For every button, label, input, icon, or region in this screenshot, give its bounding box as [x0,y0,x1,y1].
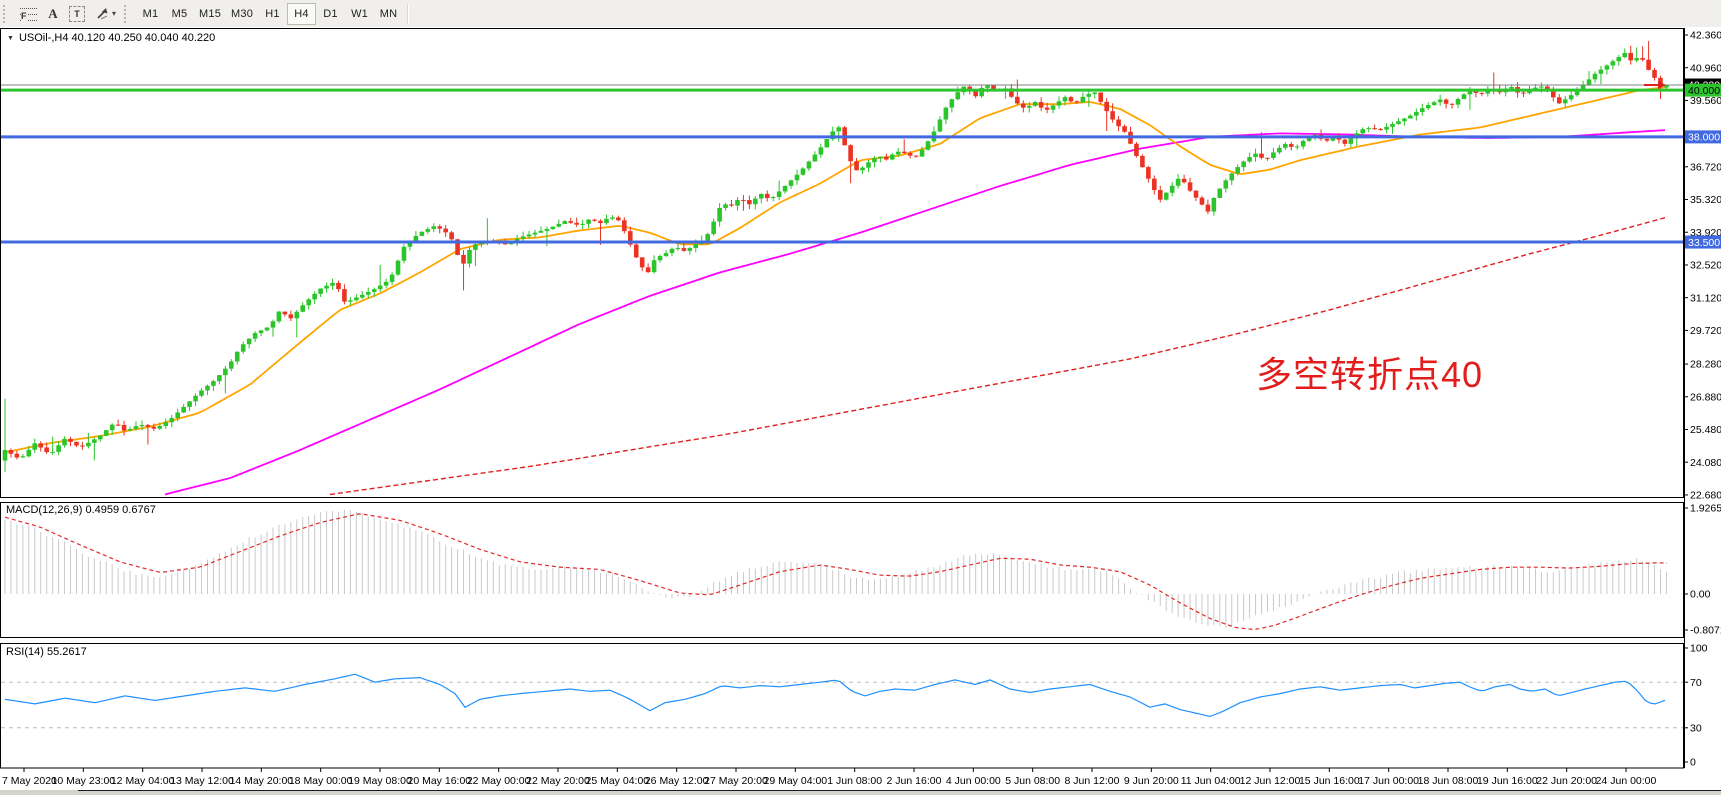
svg-text:0.00: 0.00 [1690,589,1711,601]
svg-text:38.000: 38.000 [1688,132,1720,144]
svg-text:2 Jun 16:00: 2 Jun 16:00 [887,775,942,787]
svg-text:0: 0 [1690,757,1696,769]
svg-text:24.080: 24.080 [1690,457,1721,469]
candlestick-series [2,41,1669,473]
timeframe-button-mn[interactable]: MN [379,7,398,20]
svg-text:22 Jun 20:00: 22 Jun 20:00 [1536,775,1597,787]
svg-text:14 May 20:00: 14 May 20:00 [230,775,294,787]
level-badge-33.500: 33.500 [1685,235,1721,249]
ma-slow-line [329,216,1669,496]
chart-text-annotation: 多空转折点40 [1256,354,1484,395]
timeframe-button-h4[interactable]: H4 [287,2,317,25]
arrows-icon [97,7,108,20]
timeframe-button-h1[interactable]: H1 [265,7,280,20]
fibonacci-icon: F [20,7,37,21]
svg-text:40.000: 40.000 [1688,85,1720,97]
svg-text:1 Jun 08:00: 1 Jun 08:00 [827,775,882,787]
svg-text:39.560: 39.560 [1690,95,1721,107]
svg-text:5 Jun 08:00: 5 Jun 08:00 [1005,775,1060,787]
svg-text:29.720: 29.720 [1690,325,1721,337]
macd-content [4,509,1668,631]
arrows-tool-button[interactable]: ▾ [90,3,121,25]
text-tool-button[interactable]: A [42,3,64,25]
svg-text:12 Jun 12:00: 12 Jun 12:00 [1240,775,1301,787]
svg-text:19 May 08:00: 19 May 08:00 [348,775,412,787]
svg-text:100: 100 [1690,643,1708,655]
svg-text:25.480: 25.480 [1690,424,1721,436]
svg-text:12 May 04:00: 12 May 04:00 [111,775,175,787]
chevron-down-icon: ▾ [112,9,117,18]
svg-text:32.520: 32.520 [1690,260,1721,272]
svg-text:13 May 12:00: 13 May 12:00 [170,775,234,787]
svg-text:8 Jun 12:00: 8 Jun 12:00 [1065,775,1120,787]
svg-text:17 Jun 00:00: 17 Jun 00:00 [1358,775,1419,787]
svg-text:27 May 20:00: 27 May 20:00 [704,775,768,787]
macd-panel [0,502,1684,638]
svg-text:33.500: 33.500 [1688,237,1720,249]
symbol-ohlc-text: USOil-,H4 40.120 40.250 40.040 40.220 [18,32,216,44]
level-badge-40.000: 40.000 [1685,83,1721,97]
toolbar-grip[interactable] [124,4,132,23]
svg-text:15 Jun 16:00: 15 Jun 16:00 [1299,775,1360,787]
text-label-icon: T [69,5,85,22]
main-chart-content [1,41,1683,496]
timeframe-button-m5[interactable]: M5 [171,7,188,20]
timeframe-button-m15[interactable]: M15 [199,7,222,20]
main-chart-panel [0,28,1684,498]
rsi-panel [0,643,1684,769]
svg-text:18 Jun 08:00: 18 Jun 08:00 [1418,775,1479,787]
dropdown-triangle-icon[interactable]: ▼ [7,34,14,42]
svg-text:25 May 04:00: 25 May 04:00 [586,775,650,787]
svg-text:70: 70 [1690,677,1702,689]
toolbar-grip[interactable] [3,4,11,23]
svg-text:19 Jun 16:00: 19 Jun 16:00 [1477,775,1538,787]
timeframe-button-m30[interactable]: M30 [231,7,254,20]
svg-text:22 May 00:00: 22 May 00:00 [467,775,531,787]
svg-text:35.320: 35.320 [1690,194,1721,206]
timeframe-button-w1[interactable]: W1 [351,7,368,20]
svg-text:24 Jun 00:00: 24 Jun 00:00 [1596,775,1657,787]
rsi-line [4,673,1666,718]
svg-text:26.880: 26.880 [1690,391,1721,403]
svg-text:1.9265: 1.9265 [1690,503,1721,515]
rsi-indicator-label: RSI(14) 55.2617 [6,646,87,658]
price-axis: 42.36040.96039.56036.72035.32033.92032.5… [1684,30,1721,769]
svg-text:9 Jun 20:00: 9 Jun 20:00 [1124,775,1179,787]
svg-text:20 May 16:00: 20 May 16:00 [408,775,472,787]
svg-text:28.280: 28.280 [1690,359,1721,371]
timeframe-button-m1[interactable]: M1 [142,7,159,20]
macd-signal-line [4,513,1668,631]
top-toolbar: F A T ▾ M1 M5 M15 M30 H1 H4 D1 W1 MN [0,0,1721,28]
fibonacci-tool-button[interactable]: F [15,3,42,25]
level-badge-38.000: 38.000 [1685,130,1721,144]
svg-text:29 May 04:00: 29 May 04:00 [764,775,828,787]
svg-text:40.960: 40.960 [1690,62,1721,74]
rsi-content [1,673,1683,729]
svg-text:36.720: 36.720 [1690,162,1721,174]
svg-text:4 Jun 00:00: 4 Jun 00:00 [946,775,1001,787]
text-label-tool-button[interactable]: T [64,3,90,25]
text-icon: A [48,5,58,21]
chart-title: ▼ USOil-,H4 40.120 40.250 40.040 40.220 [7,32,215,44]
toolbar-separator [407,3,409,24]
bottom-window-edge [0,790,1721,795]
macd-histogram [4,509,1667,628]
chart-canvas[interactable]: 42.360 40.960 39.560 36.720 35.320 33.920 32.5… [0,27,1721,795]
svg-text:22 May 20:00: 22 May 20:00 [526,775,590,787]
chart-window: 42.360 40.960 39.560 36.720 35.320 33.920 32.5… [0,27,1721,795]
svg-text:7 May 2020: 7 May 2020 [2,775,57,787]
svg-text:31.120: 31.120 [1690,292,1721,304]
svg-text:22.680: 22.680 [1690,490,1721,502]
svg-text:42.360: 42.360 [1690,30,1721,42]
svg-text:26 May 12:00: 26 May 12:00 [645,775,709,787]
svg-text:10 May 23:00: 10 May 23:00 [52,775,116,787]
timeframe-button-d1[interactable]: D1 [323,7,338,20]
macd-indicator-label: MACD(12,26,9) 0.4959 0.6767 [6,504,156,516]
svg-text:18 May 00:00: 18 May 00:00 [289,775,353,787]
ma-fast-line [4,86,1668,454]
svg-text:30: 30 [1690,723,1702,735]
svg-text:11 Jun 04:00: 11 Jun 04:00 [1181,775,1241,787]
